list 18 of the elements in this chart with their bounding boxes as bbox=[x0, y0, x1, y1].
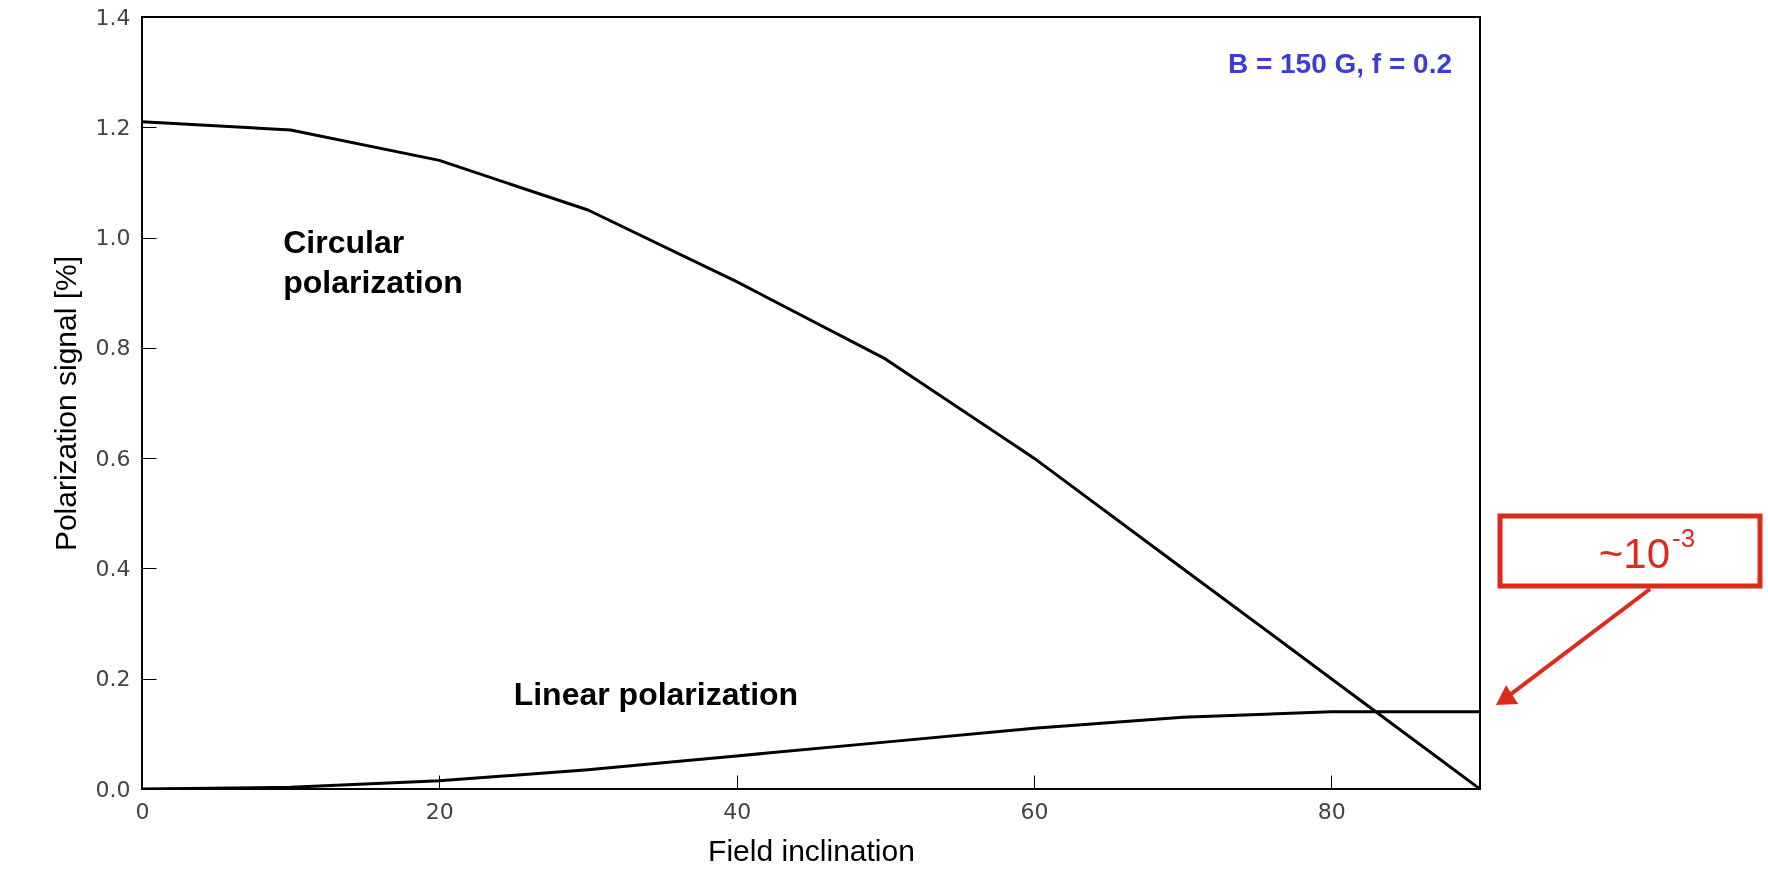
x-tick-label: 20 bbox=[425, 798, 454, 824]
x-axis-title: Field inclination bbox=[708, 833, 915, 867]
annotation: B = 150 G, f = 0.2 bbox=[1227, 48, 1452, 79]
x-tick-label: 40 bbox=[723, 798, 752, 824]
x-tick-label: 60 bbox=[1020, 798, 1049, 824]
y-tick-label: 1.0 bbox=[95, 225, 131, 251]
y-tick-label: 0.4 bbox=[95, 555, 131, 581]
y-tick-label: 1.2 bbox=[95, 114, 131, 140]
y-tick-label: 0.8 bbox=[95, 335, 131, 361]
x-tick-label: 0 bbox=[135, 798, 150, 824]
series-label: Linear polarization bbox=[513, 676, 799, 713]
y-tick-label: 0.0 bbox=[95, 776, 131, 802]
y-tick-label: 0.6 bbox=[95, 445, 131, 471]
y-tick-label: 0.2 bbox=[95, 666, 131, 692]
series-label: Circular polarization bbox=[283, 224, 463, 301]
x-tick-label: 80 bbox=[1317, 798, 1346, 824]
y-axis-title: Polarization signal [%] bbox=[48, 255, 82, 552]
y-tick-label: 1.4 bbox=[95, 4, 131, 30]
